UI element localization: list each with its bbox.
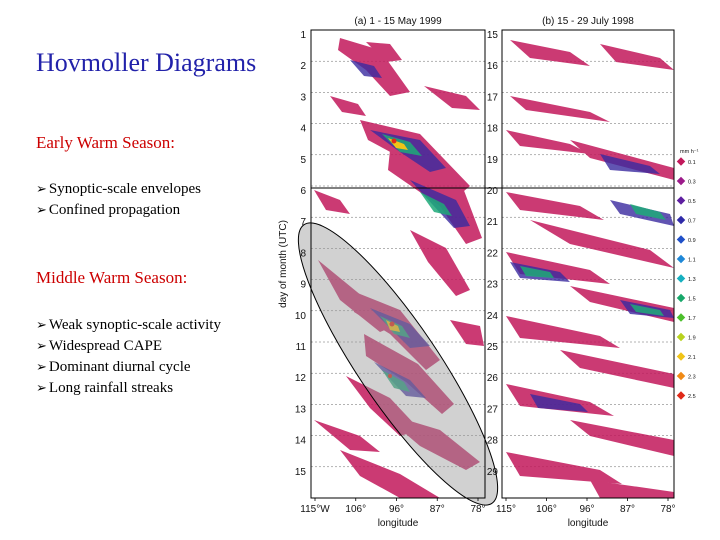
- legend-label: 0.5: [688, 199, 696, 205]
- day-tick-label: 13: [295, 404, 307, 415]
- legend-label: 0.3: [688, 180, 696, 186]
- day-tick-label: 19: [487, 155, 499, 166]
- legend-swatch: [676, 391, 686, 400]
- legend-label: 1.3: [688, 277, 696, 283]
- x-axis-label-b: longitude: [568, 518, 609, 529]
- panel-b-title: (b) 15 - 29 July 1998: [542, 16, 634, 27]
- hovmoller-figure: (a) 1 - 15 May 1999 (b) 15 - 29 July 199…: [278, 16, 699, 529]
- bullet-item: Long rainfall streaks: [36, 378, 221, 399]
- day-tick-label: 22: [487, 248, 499, 259]
- legend-swatch: [676, 293, 686, 303]
- legend-swatch: [676, 332, 686, 342]
- legend-label: 1.7: [688, 316, 696, 322]
- legend-swatch: [676, 235, 686, 244]
- x-tick-label: 78°: [660, 504, 675, 515]
- legend-unit: mm h⁻¹: [680, 149, 699, 155]
- rain-streaks-a: [314, 38, 484, 498]
- day-tick-label: 7: [300, 217, 306, 228]
- day-tick-label: 6: [300, 186, 306, 197]
- legend-swatch: [676, 371, 686, 381]
- legend-swatch: [676, 176, 686, 186]
- day-tick-label: 18: [487, 124, 499, 135]
- highlight-ellipse: [297, 222, 499, 506]
- section-heading-early: Early Warm Season:: [36, 133, 176, 152]
- bullet-list-early: Synoptic-scale envelopes Confined propag…: [36, 179, 201, 221]
- day-tick-label: 9: [300, 280, 306, 291]
- legend-swatch: [676, 215, 686, 225]
- legend-label: 1.1: [688, 258, 696, 264]
- day-tick-label: 4: [300, 124, 306, 135]
- day-tick-label: 1: [300, 30, 306, 41]
- day-tick-label: 26: [487, 373, 499, 384]
- legend-swatch: [676, 313, 686, 322]
- day-tick-label: 14: [295, 436, 307, 447]
- legend-swatch: [676, 157, 686, 166]
- day-tick-label: 5: [300, 155, 306, 166]
- day-tick-label: 3: [300, 92, 306, 103]
- rain-streaks-b: [506, 40, 674, 498]
- panel-a-title: (a) 1 - 15 May 1999: [354, 16, 442, 27]
- slide-title: Hovmoller Diagrams: [36, 48, 257, 77]
- legend-label: 1.9: [688, 336, 696, 342]
- x-tick-label: 115°: [496, 504, 516, 515]
- section-heading-middle: Middle Warm Season:: [36, 268, 188, 287]
- bullet-item: Synoptic-scale envelopes: [36, 179, 201, 200]
- bullet-item: Dominant diurnal cycle: [36, 357, 221, 378]
- day-tick-label: 23: [487, 280, 499, 291]
- x-tick-label: 96°: [579, 504, 594, 515]
- day-tick-label: 12: [295, 373, 307, 384]
- x-tick-label: 96°: [389, 504, 404, 515]
- color-legend: mm h⁻¹ 0.1 0.3 0.5 0.7 0.9 1.1 1.3 1.5 1.7 1.9 2.1…: [676, 149, 699, 400]
- day-tick-label: 17: [487, 92, 499, 103]
- x-tick-label: 106°: [345, 504, 366, 515]
- day-tick-label: 10: [295, 311, 307, 322]
- day-tick-label: 15: [295, 467, 307, 478]
- panel-a: [297, 29, 499, 506]
- day-tick-label: 16: [487, 61, 499, 72]
- day-tick-label: 27: [487, 404, 499, 415]
- day-tick-label: 21: [487, 217, 499, 228]
- x-tick-label: 106°: [536, 504, 557, 515]
- legend-label: 0.9: [688, 238, 696, 244]
- day-tick-label: 29: [487, 467, 499, 478]
- bullet-item: Weak synoptic-scale activity: [36, 315, 221, 336]
- legend-label: 2.1: [688, 355, 696, 361]
- day-tick-label: 28: [487, 436, 499, 447]
- day-tick-label: 8: [300, 248, 306, 259]
- bullet-item: Widespread CAPE: [36, 336, 221, 357]
- legend-label: 1.5: [688, 297, 696, 303]
- x-tick-label: 87°: [430, 504, 445, 515]
- bullet-list-middle: Weak synoptic-scale activity Widespread …: [36, 315, 221, 399]
- legend-swatch: [676, 196, 686, 205]
- panel-b: [501, 29, 675, 499]
- day-tick-label: 15: [487, 30, 499, 41]
- x-tick-label: 87°: [620, 504, 635, 515]
- x-tick-label: 78°: [470, 504, 485, 515]
- legend-swatch: [676, 274, 686, 283]
- day-tick-label: 20: [487, 186, 499, 197]
- day-tick-label: 25: [487, 342, 499, 353]
- legend-swatch: [676, 254, 686, 264]
- legend-swatch: [676, 352, 686, 361]
- day-tick-label: 2: [300, 61, 306, 72]
- legend-label: 2.5: [688, 394, 696, 400]
- legend-label: 0.1: [688, 160, 696, 166]
- day-tick-label: 11: [296, 342, 307, 353]
- y-axis-label: day of month (UTC): [278, 220, 289, 308]
- x-tick-label: 115°W: [300, 504, 330, 515]
- legend-label: 2.3: [688, 375, 696, 381]
- legend-label: 0.7: [688, 219, 696, 225]
- bullet-item: Confined propagation: [36, 200, 201, 221]
- x-axis-label-a: longitude: [378, 518, 419, 529]
- day-tick-label: 24: [487, 311, 499, 322]
